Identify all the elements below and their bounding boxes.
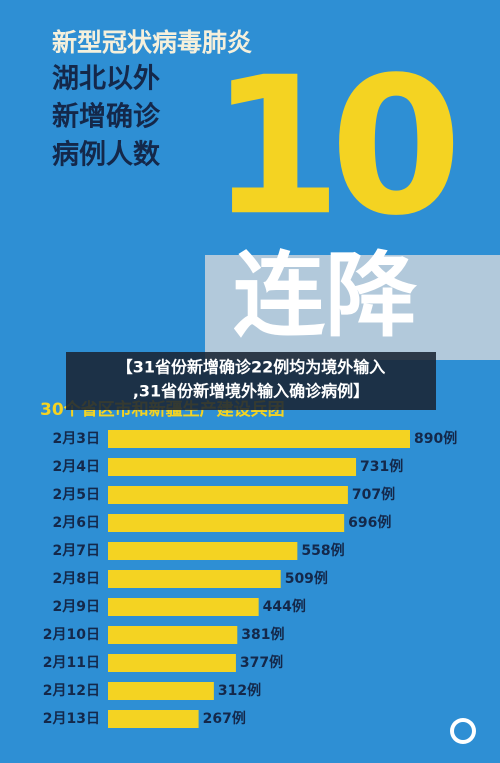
category-label: 2月8日 (53, 571, 100, 587)
bar (108, 430, 410, 448)
caption: ,31省份新增境外输入确诊病例】 (133, 382, 369, 401)
category-label: 2月12日 (43, 683, 100, 699)
bar (108, 458, 357, 476)
title-line: 湖北以外 (52, 64, 160, 95)
category-label: 2月6日 (53, 515, 100, 531)
big-number: 10 (210, 36, 454, 257)
caption-box (66, 352, 436, 410)
value-label: 377例 (240, 654, 283, 671)
value-label: 267例 (203, 710, 246, 727)
value-label: 890例 (414, 430, 457, 447)
category-label: 2月13日 (43, 711, 100, 727)
title: 新型冠状病毒肺炎 (52, 28, 252, 57)
bar (108, 570, 281, 588)
value-label: 707例 (352, 486, 395, 503)
category-label: 2月11日 (43, 655, 100, 671)
category-label: 2月9日 (53, 599, 100, 615)
value-label: 444例 (263, 598, 306, 615)
logo-inner (454, 722, 472, 740)
value-label: 509例 (285, 570, 328, 587)
value-label: 558例 (301, 542, 344, 559)
title-line: 新增确诊 (52, 101, 161, 133)
category-label: 2月3日 (53, 431, 100, 447)
bar (108, 654, 236, 672)
value-label: 731例 (360, 458, 403, 475)
bar (108, 710, 199, 728)
value-label: 696例 (348, 514, 391, 531)
category-label: 2月7日 (53, 543, 100, 559)
category-label: 2月10日 (43, 627, 100, 643)
big-word: 连降 (233, 242, 417, 349)
bar (108, 682, 214, 700)
value-label: 312例 (218, 682, 261, 699)
category-label: 2月4日 (53, 459, 100, 475)
bar (108, 626, 238, 644)
caption: 【31省份新增确诊22例均为境外输入 (117, 358, 386, 377)
bar (108, 598, 259, 616)
bar (108, 542, 298, 560)
bar (108, 514, 345, 532)
value-label: 381例 (241, 626, 284, 643)
highlight-band (205, 255, 500, 360)
category-label: 2月5日 (53, 487, 100, 503)
bar (108, 486, 348, 504)
title-line: 病例人数 (52, 140, 161, 171)
